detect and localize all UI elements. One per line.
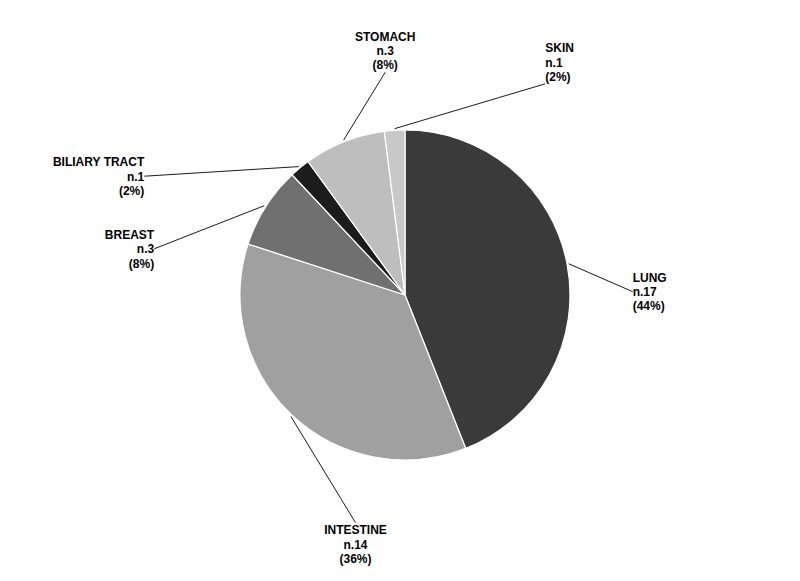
svg-text:STOMACHn.3(8%): STOMACHn.3(8%) xyxy=(355,30,415,73)
svg-text:INTESTINEn.14(36%): INTESTINEn.14(36%) xyxy=(324,523,387,566)
svg-text:SKINn.1(2%): SKINn.1(2%) xyxy=(545,41,574,84)
svg-text:BILIARY TRACTn.1(2%): BILIARY TRACTn.1(2%) xyxy=(53,155,145,198)
svg-text:LUNGn.17(44%): LUNGn.17(44%) xyxy=(633,271,667,314)
svg-text:BREASTn.3(8%): BREASTn.3(8%) xyxy=(105,228,155,271)
